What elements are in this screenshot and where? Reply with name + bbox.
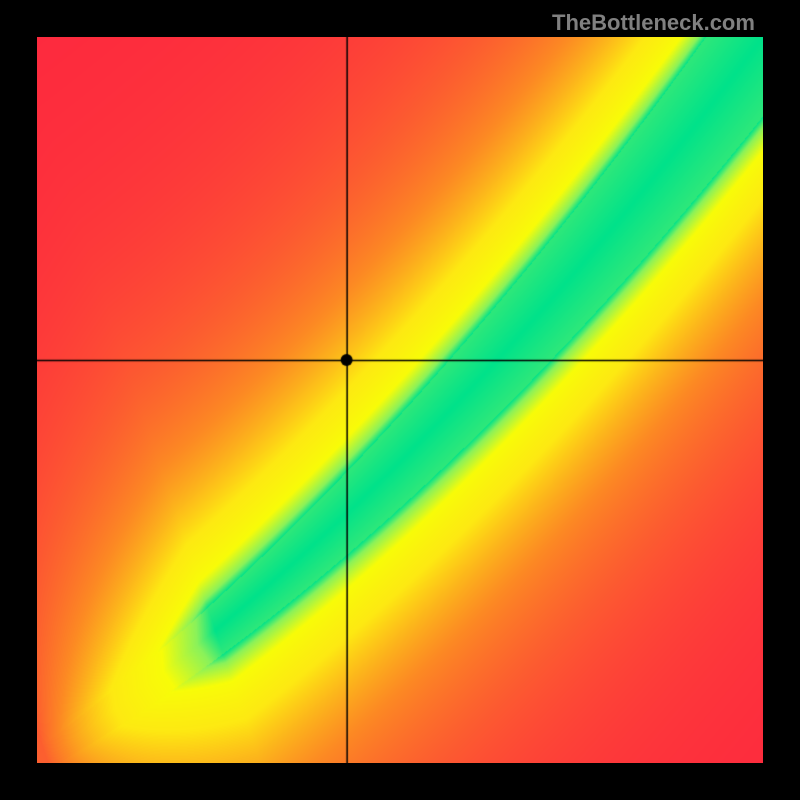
- watermark-text: TheBottleneck.com: [552, 10, 755, 36]
- heatmap-canvas: [37, 37, 763, 763]
- plot-area: [37, 37, 763, 763]
